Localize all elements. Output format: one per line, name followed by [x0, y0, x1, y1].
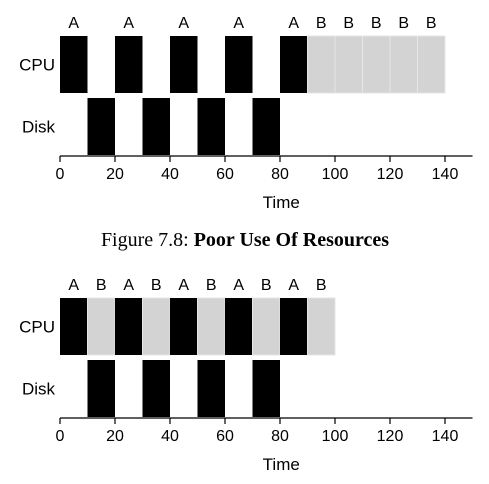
x-tick-label: 20: [106, 166, 124, 183]
segment-cpu-job-a: [280, 298, 308, 355]
job-label-a: A: [233, 277, 244, 294]
segment-disk-job-a: [252, 360, 280, 417]
segment-cpu-job-b: [252, 297, 281, 356]
job-label-b: B: [206, 277, 217, 294]
segment-disk-job-a: [87, 98, 115, 155]
segment-cpu-job-b: [197, 297, 226, 356]
x-tick-label: 140: [432, 166, 459, 183]
x-tick-label: 60: [216, 428, 234, 445]
job-label-b: B: [371, 15, 382, 32]
x-tick-label: 0: [56, 428, 65, 445]
job-label-a: A: [123, 277, 134, 294]
job-label-b: B: [316, 277, 327, 294]
job-label-b: B: [151, 277, 162, 294]
x-tick-label: 100: [322, 428, 349, 445]
x-tick-label: 140: [432, 428, 459, 445]
x-tick-label: 0: [56, 166, 65, 183]
segment-cpu-job-a: [60, 36, 88, 93]
segment-disk-job-a: [142, 360, 170, 417]
job-label-b: B: [316, 15, 327, 32]
job-label-a: A: [123, 15, 134, 32]
row-label-disk: Disk: [22, 380, 56, 399]
x-tick-label: 60: [216, 166, 234, 183]
segment-cpu-job-b: [142, 297, 171, 356]
job-label-a: A: [68, 277, 79, 294]
job-label-b: B: [343, 15, 354, 32]
segment-cpu-job-a: [60, 298, 88, 355]
x-tick-label: 80: [271, 428, 289, 445]
x-tick-label: 120: [377, 428, 404, 445]
figure-caption: Figure 7.8: Poor Use Of Resources: [101, 229, 389, 251]
x-tick-label: 100: [322, 166, 349, 183]
segment-disk-job-a: [142, 98, 170, 155]
x-tick-label: 120: [377, 166, 404, 183]
x-axis-title: Time: [263, 455, 300, 474]
x-tick-label: 80: [271, 166, 289, 183]
job-label-a: A: [178, 277, 189, 294]
job-label-b: B: [96, 277, 107, 294]
job-label-a: A: [68, 15, 79, 32]
segment-cpu-job-b: [307, 35, 336, 94]
segment-disk-job-a: [197, 360, 225, 417]
x-tick-label: 40: [161, 166, 179, 183]
x-axis-title: Time: [263, 193, 300, 212]
job-label-a: A: [178, 15, 189, 32]
job-label-b: B: [261, 277, 272, 294]
segment-cpu-job-a: [170, 298, 198, 355]
segment-disk-job-a: [252, 98, 280, 155]
caption-title: Poor Use Of Resources: [194, 229, 390, 251]
job-label-b: B: [426, 15, 437, 32]
segment-cpu-job-a: [115, 36, 143, 93]
x-tick-label: 20: [106, 428, 124, 445]
job-label-a: A: [288, 277, 299, 294]
row-label-disk: Disk: [22, 118, 56, 137]
job-label-a: A: [233, 15, 244, 32]
segment-cpu-job-a: [225, 298, 253, 355]
row-label-cpu: CPU: [19, 56, 55, 75]
segment-cpu-job-b: [417, 35, 446, 94]
segment-cpu-job-b: [334, 35, 363, 94]
segment-cpu-job-b: [362, 35, 391, 94]
segment-cpu-job-b: [389, 35, 418, 94]
caption-prefix: Figure 7.8:: [101, 229, 194, 251]
segment-cpu-job-a: [115, 298, 143, 355]
segment-cpu-job-b: [307, 297, 336, 356]
segment-cpu-job-b: [87, 297, 116, 356]
segment-cpu-job-a: [280, 36, 308, 93]
row-label-cpu: CPU: [19, 318, 55, 337]
segment-disk-job-a: [197, 98, 225, 155]
segment-cpu-job-a: [225, 36, 253, 93]
segment-disk-job-a: [87, 360, 115, 417]
x-tick-label: 40: [161, 428, 179, 445]
job-label-b: B: [398, 15, 409, 32]
job-label-a: A: [288, 15, 299, 32]
segment-cpu-job-a: [170, 36, 198, 93]
